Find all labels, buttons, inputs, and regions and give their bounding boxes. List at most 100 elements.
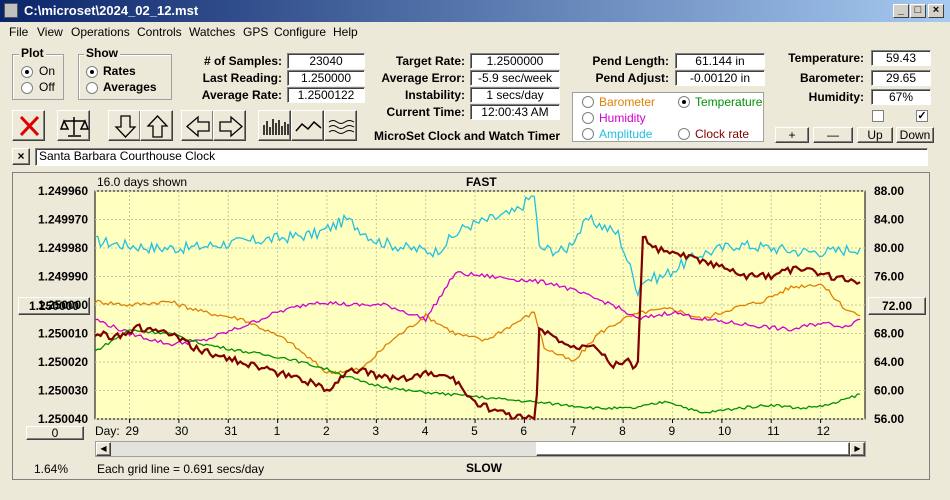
window-title: C:\microset\2024_02_12.mst (24, 3, 199, 18)
menu-watches[interactable]: Watches (189, 25, 236, 39)
x-tick-label-2: 31 (224, 424, 238, 438)
menu-controls[interactable]: Controls (137, 25, 182, 39)
x-tick-label-13: 11 (767, 424, 780, 438)
scroll-right-button[interactable]: ▶ (850, 442, 865, 456)
menu-view[interactable]: View (37, 25, 63, 39)
x-tick-label-0: 29 (126, 424, 140, 438)
menu-help[interactable]: Help (333, 25, 358, 39)
offset-button[interactable]: 0 (26, 426, 84, 440)
menu-file[interactable]: File (9, 25, 29, 39)
temperature-label: Temperature (695, 95, 763, 109)
down-button[interactable]: Down (896, 127, 934, 143)
menu-operations[interactable]: Operations (71, 25, 130, 39)
plot-on-label: On (39, 64, 56, 78)
menu-configure[interactable]: Configure (274, 25, 327, 39)
y-left-tick-8: 1.250040 (38, 412, 88, 426)
plot-off-radio[interactable] (21, 82, 33, 94)
samples-field: 23040 (287, 53, 365, 69)
series-temperature (94, 329, 861, 414)
y-left-tick-4: 1.250000 (38, 298, 88, 312)
arrow-down-icon (114, 115, 137, 138)
average-rate-label: Average Rate: (201, 88, 282, 102)
amplitude-label: Amplitude (599, 127, 653, 141)
bar-graph-button[interactable] (258, 110, 291, 141)
arrow-up-button[interactable] (140, 110, 173, 141)
series-clockrate (94, 235, 861, 421)
clockrate-label: Clock rate (695, 127, 750, 141)
x-tick-label-9: 7 (570, 424, 577, 438)
up-button[interactable]: Up (857, 127, 893, 143)
y-right-tick-1: 84.00 (874, 213, 904, 227)
stop-button[interactable] (12, 110, 45, 141)
right-checkbox[interactable]: ✓ (916, 110, 928, 122)
y-left-tick-2: 1.249980 (38, 241, 88, 255)
y-right-tick-0: 88.00 (874, 184, 904, 198)
line-graph-button[interactable] (291, 110, 324, 141)
amplitude-radio[interactable] (582, 128, 594, 140)
balance-button[interactable] (57, 110, 90, 141)
fast-label: FAST (466, 175, 497, 189)
x-tick-label-3: 1 (274, 424, 281, 438)
scroll-track[interactable] (111, 442, 536, 456)
line-graph-icon (295, 120, 322, 132)
humidity-field: 67% (871, 89, 931, 105)
wave-graph-button[interactable] (324, 110, 357, 141)
days-shown: 16.0 days shown (97, 175, 188, 189)
average-error-field: -5.9 sec/week (470, 70, 560, 86)
scroll-left-button[interactable]: ◀ (96, 442, 111, 456)
arrow-down-button[interactable] (108, 110, 141, 141)
current-time-label: Current Time: (386, 105, 465, 119)
rate-center-button[interactable]: 1.250000 (18, 297, 90, 315)
humidity-field-label: Humidity: (808, 90, 864, 104)
clockrate-radio[interactable] (678, 128, 690, 140)
x-tick-label-4: 2 (323, 424, 330, 438)
grid-note: Each grid line = 0.691 secs/day (97, 462, 265, 476)
slow-label: SLOW (466, 461, 502, 475)
x-tick-label-8: 6 (520, 424, 527, 438)
clear-clock-button[interactable]: × (12, 148, 30, 165)
plot-off-label: Off (39, 80, 55, 94)
maximize-button[interactable]: □ (910, 4, 926, 18)
plot-on-radio[interactable] (21, 66, 33, 78)
instability-label: Instability: (404, 88, 465, 102)
menu-gps[interactable]: GPS (243, 25, 269, 39)
balance-scale-icon (59, 117, 90, 137)
pend-length-label: Pend Length: (592, 54, 669, 68)
minus-button[interactable]: — (813, 127, 853, 143)
pend-adjust-label: Pend Adjust: (595, 71, 669, 85)
series-amplitude (94, 195, 861, 298)
x-tick-label-1: 30 (175, 424, 189, 438)
arrow-up-icon (146, 115, 169, 138)
bar-graph-icon (263, 119, 289, 135)
arrow-right-icon (219, 115, 243, 138)
x-tick-label-6: 4 (422, 424, 429, 438)
y-right-tick-5: 68.00 (874, 327, 904, 341)
close-window-button[interactable]: × (928, 4, 944, 18)
plus-button[interactable]: + (775, 127, 809, 143)
show-averages-radio[interactable] (86, 82, 98, 94)
arrow-right-button[interactable] (213, 110, 246, 141)
app-icon (4, 3, 18, 18)
temperature-radio[interactable] (678, 96, 690, 108)
humidity-radio[interactable] (582, 112, 594, 124)
left-checkbox[interactable] (872, 110, 884, 122)
temperature-field-label: Temperature: (788, 51, 864, 65)
show-rates-label: Rates (103, 64, 136, 78)
x-tick-label-10: 8 (619, 424, 626, 438)
pend-length-field: 61.144 in (675, 53, 765, 69)
sensor-center-button[interactable]: 72.00 (868, 297, 926, 315)
show-rates-radio[interactable] (86, 66, 98, 78)
y-right-tick-8: 56.00 (874, 412, 904, 426)
clock-name-input[interactable]: Santa Barbara Courthouse Clock (35, 148, 928, 166)
y-right-tick-6: 64.00 (874, 355, 904, 369)
scroll-thumb[interactable] (536, 442, 850, 456)
y-left-tick-6: 1.250020 (38, 355, 88, 369)
show-group-title: Show (84, 46, 120, 60)
temperature-field: 59.43 (871, 50, 931, 66)
horizontal-scrollbar[interactable]: ◀ ▶ (95, 441, 866, 457)
minimize-button[interactable]: _ (893, 4, 909, 18)
y-right-tick-7: 60.00 (874, 384, 904, 398)
x-tick-label-7: 5 (471, 424, 478, 438)
barometer-radio[interactable] (582, 96, 594, 108)
